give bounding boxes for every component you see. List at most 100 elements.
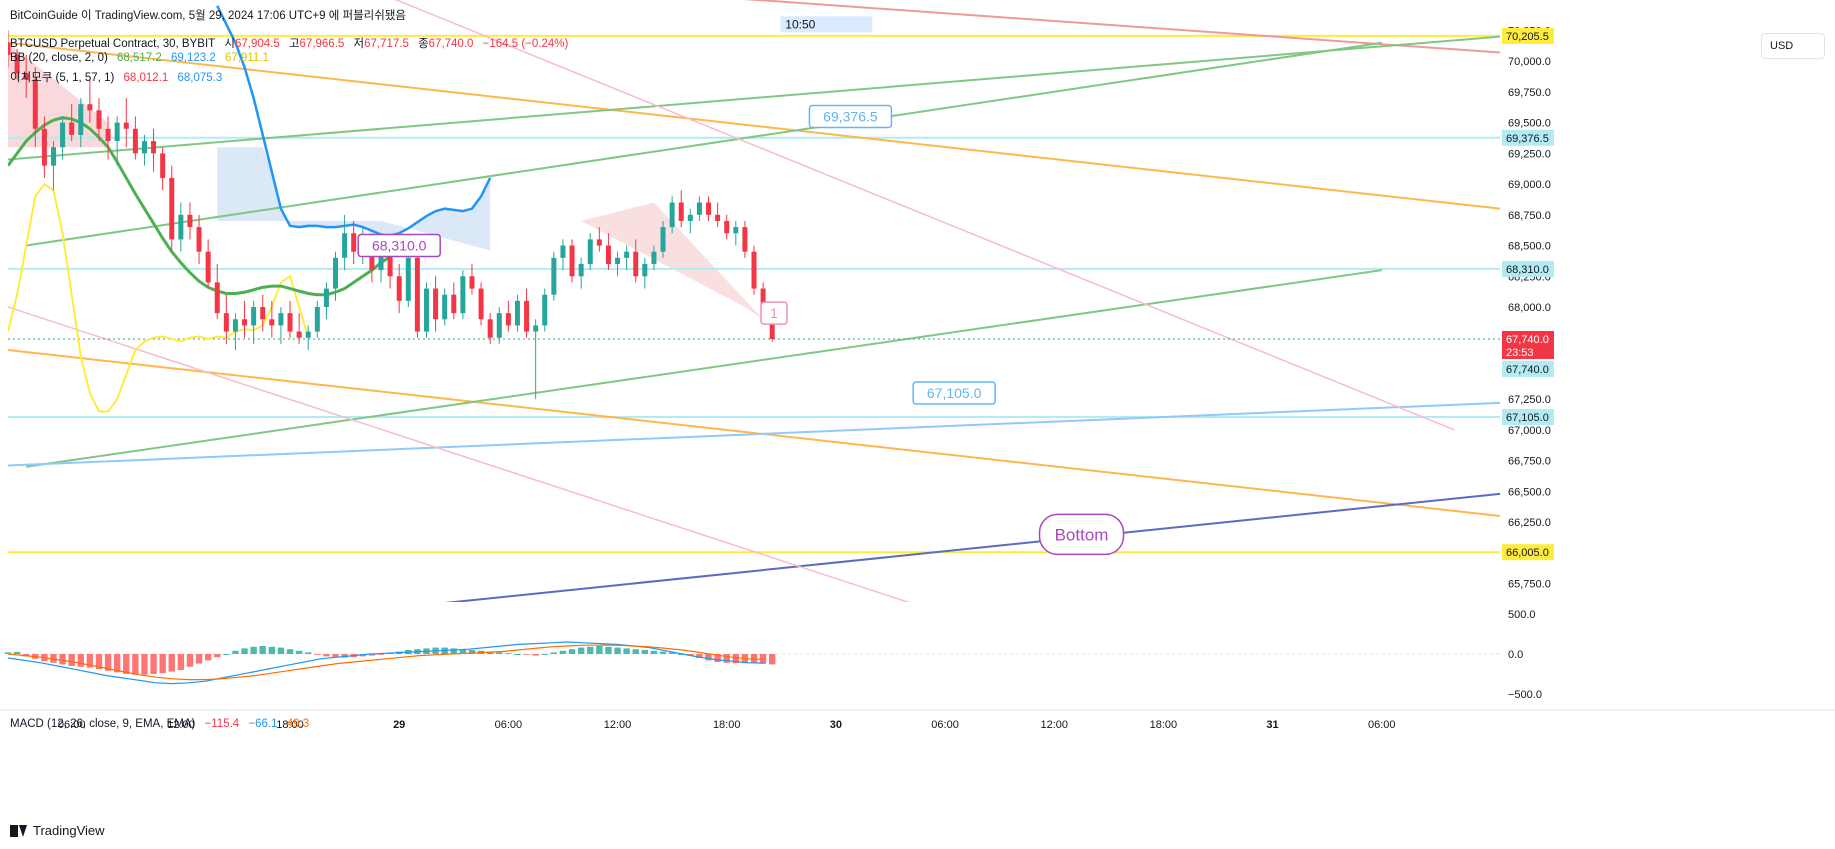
bb-legend[interactable]: BB (20, close, 2, 0) 68,517.2 69,123.2 6… [10, 52, 269, 64]
trendline-navy [444, 492, 1500, 602]
candle-body [178, 214, 184, 240]
macd-hist-bar [577, 647, 585, 654]
y-tick-label: 65,750.0 [1508, 579, 1551, 591]
candle [396, 263, 402, 314]
candle [633, 239, 639, 283]
trendline-pink [394, 0, 1455, 431]
macd-hist-bar [323, 654, 330, 657]
candle-body [642, 263, 648, 277]
candle-body [769, 313, 775, 339]
candle [187, 202, 193, 240]
signal-line [7, 644, 765, 681]
candle [496, 307, 502, 344]
tenkan-line [8, 182, 310, 413]
candle [114, 116, 120, 166]
candle-body [50, 147, 56, 166]
callout-text: Bottom [1055, 525, 1109, 544]
candle-body [423, 288, 429, 332]
tradingview-brand: TradingView [10, 823, 105, 838]
candle-body [687, 214, 693, 221]
macd-hist-bar [687, 654, 694, 656]
x-tick-label: 18:00 [1150, 719, 1178, 731]
author-line: BitCoinGuide 이 TradingView.com, 5월 29, 2… [10, 10, 406, 22]
macd-hist-bar [204, 654, 212, 661]
x-tick-label: 12:00 [604, 719, 632, 731]
macd-hist-bar [459, 649, 467, 654]
macd-hist-bar [632, 649, 639, 654]
macd-hist-bar [505, 653, 512, 654]
candle-body [624, 251, 630, 258]
macd-hist-bar [13, 652, 21, 654]
candle [669, 196, 675, 234]
candle-body [487, 319, 493, 338]
macd-hist-bar [95, 654, 103, 670]
candle-body [542, 294, 548, 326]
candle [442, 288, 448, 326]
y-tick-label: 66,250.0 [1508, 517, 1551, 529]
candle [23, 55, 29, 99]
candle-body [296, 331, 302, 338]
candle [469, 263, 475, 295]
candle-body [32, 79, 38, 129]
candle-body [96, 110, 102, 129]
y-tick-label: 69,250.0 [1508, 148, 1551, 160]
callout-text: 69,376.5 [823, 108, 878, 124]
candle-body [715, 214, 721, 221]
candle [551, 251, 557, 301]
trendline-blue [8, 401, 1500, 467]
candle [196, 214, 202, 264]
candle [287, 300, 293, 338]
candle [742, 220, 748, 258]
candle [542, 288, 548, 332]
candle-body [8, 42, 11, 56]
candle [687, 208, 693, 234]
macd-hist-bar [668, 652, 676, 654]
candle-body [123, 122, 129, 129]
macd-hist-bar [59, 654, 66, 665]
candle [178, 202, 184, 252]
callout-683100: 68,310.0 [357, 233, 441, 258]
macd-hist-bar [50, 654, 57, 663]
candle [605, 233, 611, 271]
macd-hist-bar [714, 654, 721, 662]
candle [460, 270, 466, 320]
level-axis-label: 67,105.0 [1506, 412, 1549, 424]
candle [87, 79, 93, 123]
candle [151, 128, 157, 172]
candle-body [114, 122, 120, 142]
x-tick-label: 06:00 [495, 719, 523, 731]
macd-hist-bar [195, 654, 203, 664]
time-label: 10:50 [780, 16, 873, 33]
candle-body [578, 263, 584, 277]
candle [414, 245, 420, 338]
macd-hist-bar [605, 646, 612, 654]
candle [615, 251, 621, 277]
candle-body [169, 177, 175, 240]
candle-body [514, 300, 520, 326]
macd-hist-bar [295, 650, 303, 654]
candle-body [269, 319, 275, 326]
candle [433, 276, 439, 332]
macd-hist-bar [286, 649, 294, 654]
x-tick-label: 12:00 [167, 719, 195, 731]
candle [96, 98, 102, 142]
candle [578, 257, 584, 289]
currency-button[interactable]: USD [1761, 33, 1825, 59]
candle-body [223, 313, 229, 332]
ichimoku-legend[interactable]: 이치모쿠 (5, 1, 57, 1) 68,012.1 68,075.3 [10, 72, 223, 84]
callout-box [760, 301, 788, 325]
candle [260, 294, 266, 332]
macd-legend[interactable]: MACD (12, 26, close, 9, EMA, EMA) −115.4… [10, 718, 310, 730]
candle-body [205, 251, 211, 283]
callout-text: 1 [770, 305, 778, 321]
candle-body [305, 331, 311, 338]
y-tick-label: 66,750.0 [1508, 456, 1551, 468]
candle [596, 227, 602, 252]
macd-hist-bar [341, 654, 348, 658]
macd-hist-bar [77, 654, 84, 667]
candle-body [333, 257, 339, 289]
y-tick-label: 69,500.0 [1508, 118, 1551, 130]
candle [715, 202, 721, 228]
candle [660, 220, 666, 258]
